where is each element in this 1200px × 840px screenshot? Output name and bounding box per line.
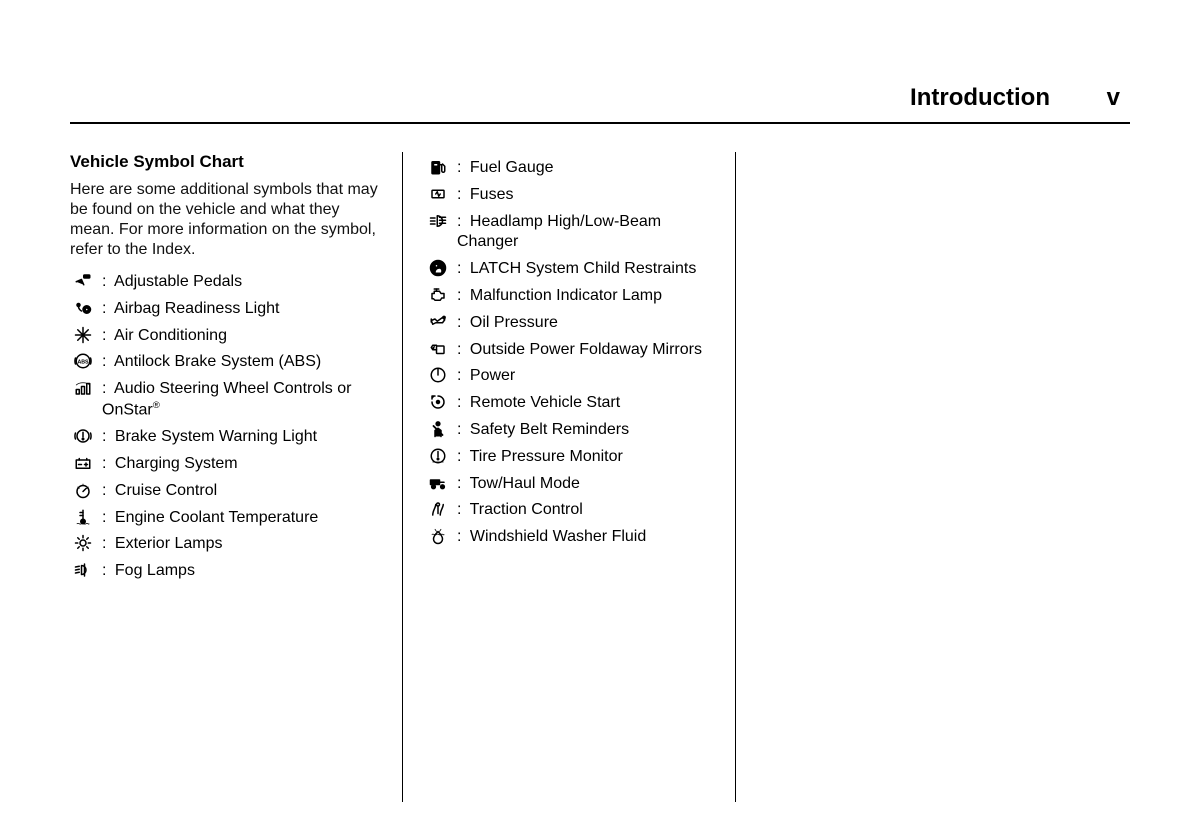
symbol-entry: : Malfunction Indicator Lamp	[425, 286, 714, 307]
symbol-label: : Malfunction Indicator Lamp	[457, 286, 714, 307]
symbol-label: : Air Conditioning	[102, 326, 381, 347]
symbol-label: : Headlamp High/Low-Beam Changer	[457, 212, 714, 254]
symbol-entry: : Remote Vehicle Start	[425, 393, 714, 414]
symbol-entry: : Fog Lamps	[70, 561, 381, 582]
coolant-icon	[70, 508, 96, 526]
header-title: Introduction	[910, 84, 1050, 112]
oil-icon	[425, 313, 451, 331]
symbol-label: : Fog Lamps	[102, 561, 381, 582]
header-page-number: v	[1107, 84, 1120, 112]
section-title: Vehicle Symbol Chart	[70, 152, 381, 172]
engine-icon	[425, 286, 451, 304]
latch-icon	[425, 259, 451, 277]
symbol-label: : Fuses	[457, 185, 714, 206]
symbol-label: : Tire Pressure Monitor	[457, 447, 714, 468]
pedals-icon	[70, 272, 96, 290]
seatbelt-icon	[425, 420, 451, 438]
column-1: Vehicle Symbol Chart Here are some addit…	[70, 152, 403, 588]
symbol-list-2: : Fuel Gauge : Fuses : Headlamp High/Low-B…	[425, 158, 714, 548]
symbol-entry: : Safety Belt Reminders	[425, 420, 714, 441]
column-2: : Fuel Gauge : Fuses : Headlamp High/Low-B…	[403, 152, 736, 588]
symbol-label: : Windshield Washer Fluid	[457, 527, 714, 548]
symbol-entry: : Brake System Warning Light	[70, 427, 381, 448]
symbol-label: : Charging System	[102, 454, 381, 475]
section-intro: Here are some additional symbols that ma…	[70, 180, 381, 260]
symbol-label: : Traction Control	[457, 500, 714, 521]
symbol-entry: : Traction Control	[425, 500, 714, 521]
symbol-list-1: : Adjustable Pedals : Airbag Readiness Li…	[70, 272, 381, 582]
snowflake-icon	[70, 326, 96, 344]
page-header: Introduction v	[70, 80, 1130, 124]
symbol-entry: : Airbag Readiness Light	[70, 299, 381, 320]
symbol-label: : Remote Vehicle Start	[457, 393, 714, 414]
fuel-icon	[425, 158, 451, 176]
symbol-label: : LATCH System Child Restraints	[457, 259, 714, 280]
symbol-label: : Oil Pressure	[457, 313, 714, 334]
symbol-label: : Airbag Readiness Light	[102, 299, 381, 320]
symbol-entry: : Headlamp High/Low-Beam Changer	[425, 212, 714, 254]
washer-icon	[425, 527, 451, 545]
lamp-exterior-icon	[70, 534, 96, 552]
symbol-entry: : Cruise Control	[70, 481, 381, 502]
symbol-label: : Audio Steering Wheel Controls or OnSta…	[102, 379, 381, 421]
symbol-entry: : Outside Power Foldaway Mirrors	[425, 340, 714, 361]
symbol-entry: : Adjustable Pedals	[70, 272, 381, 293]
symbol-entry: : Tow/Haul Mode	[425, 474, 714, 495]
page: Introduction v Vehicle Symbol Chart Here…	[0, 0, 1200, 840]
symbol-label: : Adjustable Pedals	[102, 272, 381, 293]
symbol-label: : Brake System Warning Light	[102, 427, 381, 448]
highbeam-icon	[425, 212, 451, 230]
towhaul-icon	[425, 474, 451, 492]
symbol-entry: : Charging System	[70, 454, 381, 475]
symbol-entry: : Exterior Lamps	[70, 534, 381, 555]
svg-text:ABS: ABS	[77, 360, 89, 366]
column-3	[736, 152, 1069, 588]
symbol-entry: ABS : Antilock Brake System (ABS)	[70, 352, 381, 373]
traction-icon	[425, 500, 451, 518]
symbol-label: : Safety Belt Reminders	[457, 420, 714, 441]
symbol-entry: : Power	[425, 366, 714, 387]
symbol-label: : Exterior Lamps	[102, 534, 381, 555]
symbol-label: : Cruise Control	[102, 481, 381, 502]
symbol-entry: : Fuses	[425, 185, 714, 206]
symbol-label: : Engine Coolant Temperature	[102, 508, 381, 529]
symbol-entry: : Air Conditioning	[70, 326, 381, 347]
symbol-label: : Power	[457, 366, 714, 387]
remote-icon	[425, 393, 451, 411]
power-icon	[425, 366, 451, 384]
symbol-label: : Fuel Gauge	[457, 158, 714, 179]
fog-icon	[70, 561, 96, 579]
symbol-label: : Antilock Brake System (ABS)	[102, 352, 381, 373]
fuses-icon	[425, 185, 451, 203]
battery-icon	[70, 454, 96, 472]
cruise-icon	[70, 481, 96, 499]
mirrors-icon	[425, 340, 451, 358]
audio-steer-icon	[70, 379, 96, 397]
symbol-entry: : Tire Pressure Monitor	[425, 447, 714, 468]
symbol-entry: : Windshield Washer Fluid	[425, 527, 714, 548]
columns-container: Vehicle Symbol Chart Here are some addit…	[70, 152, 1130, 588]
brake-warn-icon	[70, 427, 96, 445]
symbol-entry: : Audio Steering Wheel Controls or OnSta…	[70, 379, 381, 421]
abs-icon: ABS	[70, 352, 96, 370]
symbol-label: : Outside Power Foldaway Mirrors	[457, 340, 714, 361]
airbag-icon	[70, 299, 96, 317]
symbol-label: : Tow/Haul Mode	[457, 474, 714, 495]
symbol-entry: : Fuel Gauge	[425, 158, 714, 179]
tire-icon	[425, 447, 451, 465]
symbol-entry: : Engine Coolant Temperature	[70, 508, 381, 529]
symbol-entry: : LATCH System Child Restraints	[425, 259, 714, 280]
symbol-entry: : Oil Pressure	[425, 313, 714, 334]
